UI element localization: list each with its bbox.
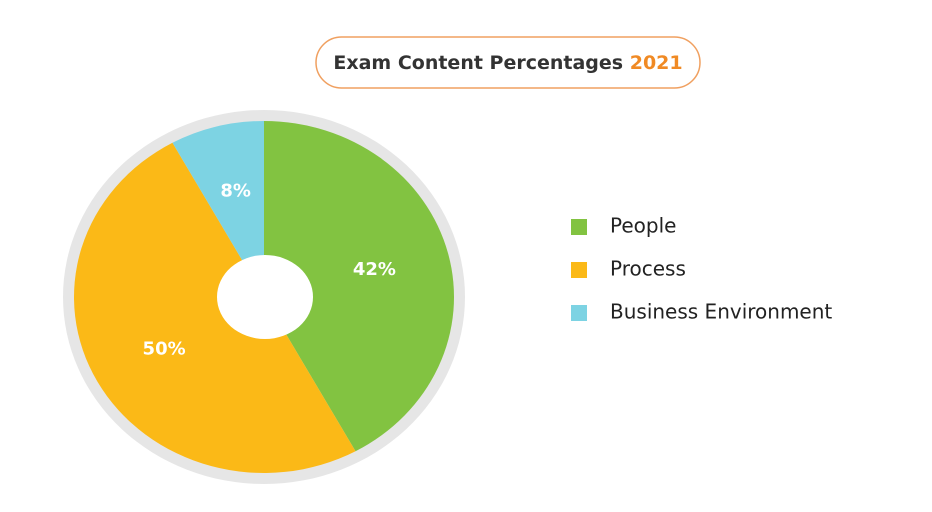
data-label: 50% [143, 339, 186, 360]
data-label: 8% [220, 180, 251, 201]
title-text: Exam Content Percentages [333, 52, 623, 74]
chart-title: Exam Content Percentages 2021 [333, 52, 682, 74]
legend-label: People [610, 214, 676, 238]
legend-label: Process [610, 257, 686, 281]
pie-slice [74, 142, 356, 473]
pie-slice [264, 121, 455, 452]
pie-hole [217, 255, 313, 339]
title-year: 2021 [630, 52, 683, 74]
legend-swatch [571, 305, 587, 321]
legend-swatch [571, 219, 587, 235]
legend-swatch [571, 262, 587, 278]
data-label: 42% [353, 259, 396, 280]
pie-slice [172, 121, 264, 297]
legend-label: Business Environment [610, 300, 832, 324]
title-box [315, 36, 701, 89]
